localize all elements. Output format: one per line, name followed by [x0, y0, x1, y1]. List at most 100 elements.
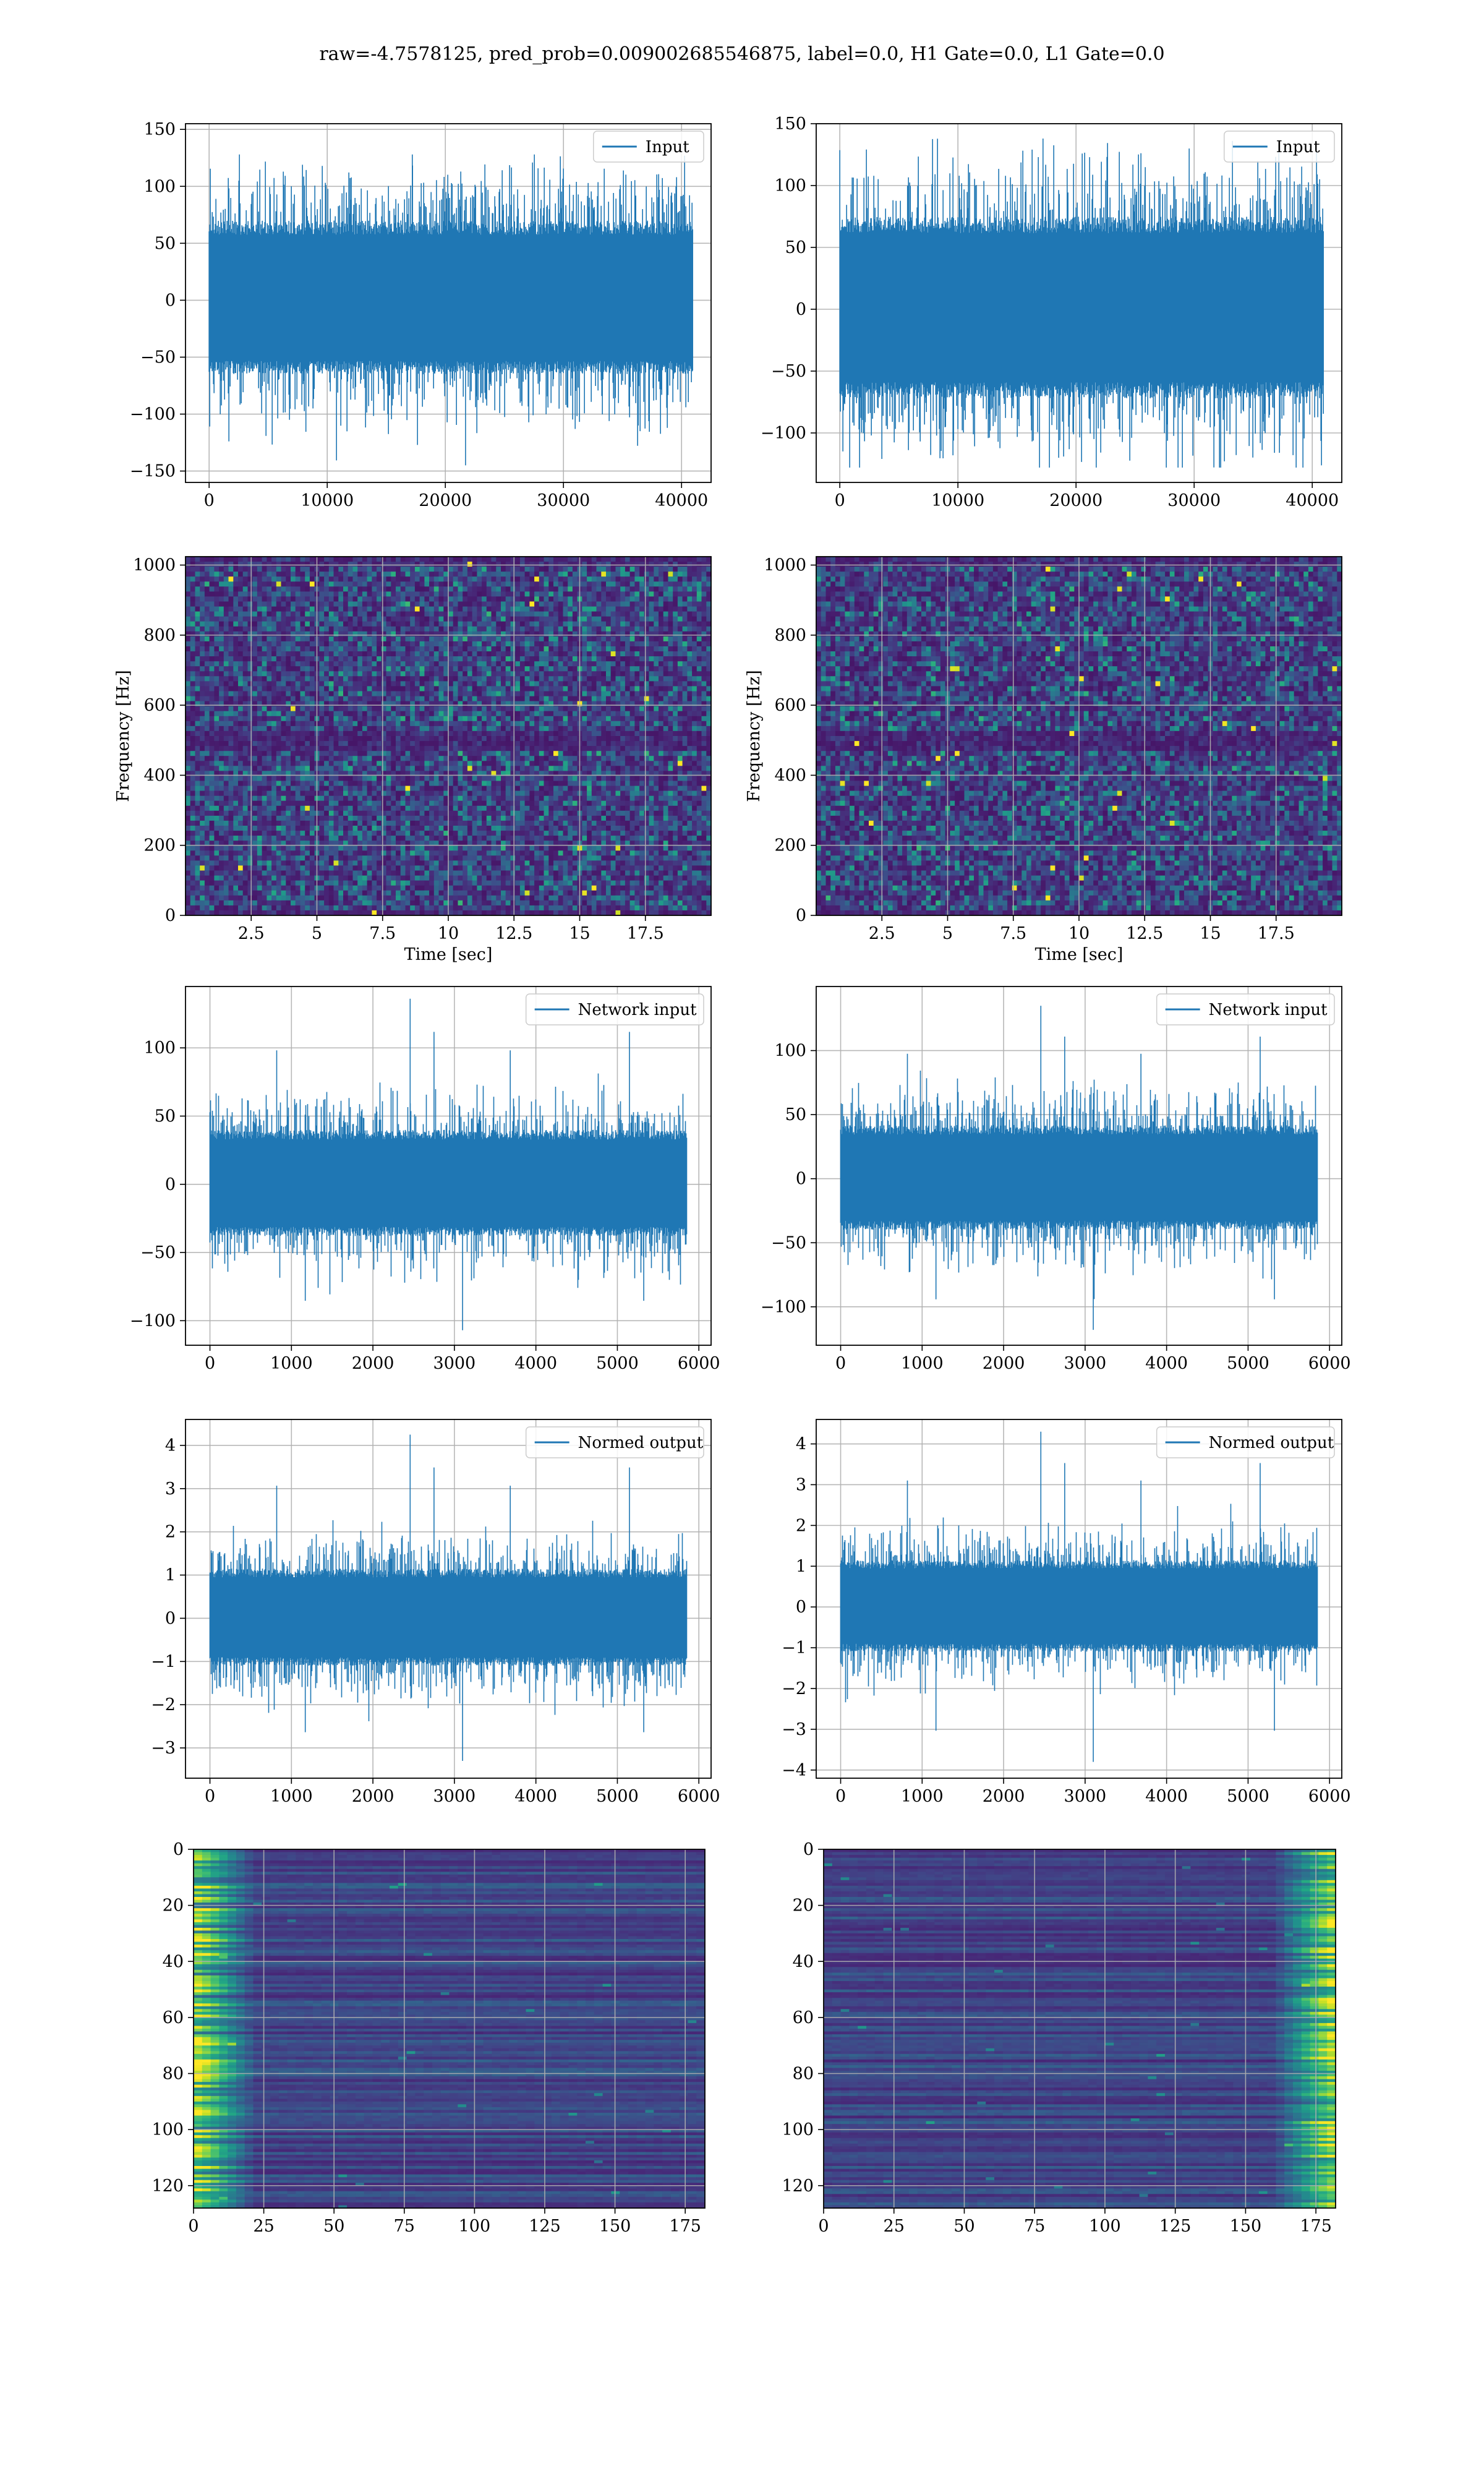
heatmap-cell	[362, 666, 367, 672]
heatmap-cell	[515, 571, 520, 577]
heatmap-cell	[606, 581, 611, 587]
heatmap-cell	[233, 581, 238, 587]
heatmap-cell	[702, 557, 707, 562]
heatmap-cell	[492, 617, 497, 622]
heatmap-cell	[190, 656, 195, 662]
heatmap-cell	[424, 681, 429, 687]
heatmap-cell	[673, 646, 678, 652]
heatmap-cell	[634, 646, 639, 652]
heatmap-cell	[424, 591, 429, 597]
heatmap-cell	[267, 691, 271, 697]
heatmap-cell	[529, 596, 534, 602]
heatmap-cell	[463, 562, 467, 567]
heatmap-cell	[190, 681, 195, 687]
heatmap-cell	[296, 557, 301, 562]
heatmap-cell	[448, 651, 453, 657]
heatmap-cell	[477, 656, 482, 662]
heatmap-cell	[697, 557, 702, 562]
heatmap-cell	[362, 607, 367, 612]
heatmap-cell	[229, 691, 234, 697]
heatmap-cell	[687, 612, 692, 617]
heatmap-cell	[406, 671, 411, 677]
heatmap-cell	[525, 622, 530, 627]
heatmap-cell	[611, 581, 616, 587]
heatmap-cell	[625, 696, 630, 702]
heatmap-cell	[401, 567, 406, 572]
heatmap-cell	[501, 661, 506, 667]
heatmap-cell	[477, 691, 482, 697]
heatmap-cell	[548, 581, 553, 587]
heatmap-cell	[529, 661, 534, 667]
heatmap-cell	[659, 567, 663, 572]
heatmap-cell	[367, 562, 372, 567]
heatmap-cell	[472, 612, 477, 617]
heatmap-cell	[606, 591, 611, 597]
heatmap-cell	[200, 661, 205, 667]
heatmap-cell	[625, 557, 630, 562]
heatmap-cell	[525, 661, 530, 667]
heatmap-cell	[453, 681, 458, 687]
heatmap-cell	[252, 607, 257, 612]
heatmap-cell	[492, 696, 497, 702]
heatmap-cell	[539, 586, 544, 592]
heatmap-cell	[496, 671, 501, 677]
heatmap-cell	[597, 671, 602, 677]
heatmap-cell	[592, 607, 597, 612]
heatmap-cell	[396, 656, 401, 662]
heatmap-cell	[353, 581, 358, 587]
heatmap-cell	[663, 602, 668, 607]
heatmap-cell	[687, 576, 692, 582]
heatmap-cell	[262, 627, 267, 632]
heatmap-cell	[616, 562, 621, 567]
heatmap-cell	[186, 622, 190, 627]
heatmap-cell	[195, 701, 200, 707]
heatmap-cell	[463, 581, 467, 587]
heatmap-cell	[544, 666, 549, 672]
heatmap-cell	[334, 612, 339, 617]
heatmap-cell	[544, 641, 549, 647]
heatmap-cell	[429, 651, 434, 657]
heatmap-cell	[520, 607, 525, 612]
heatmap-cell	[396, 627, 401, 632]
heatmap-cell	[229, 656, 234, 662]
heatmap-cell	[262, 671, 267, 677]
heatmap-cell	[568, 646, 573, 652]
heatmap-cell	[248, 681, 253, 687]
heatmap-cell	[219, 656, 224, 662]
heatmap-cell	[587, 656, 592, 662]
heatmap-cell	[477, 676, 482, 682]
heatmap-cell	[467, 671, 472, 677]
heatmap-cell	[248, 607, 253, 612]
heatmap-cell	[616, 617, 621, 622]
heatmap-cell	[229, 562, 234, 567]
heatmap-cell	[238, 651, 243, 657]
heatmap-cell	[582, 562, 587, 567]
heatmap-cell	[630, 571, 635, 577]
heatmap-cell	[214, 631, 219, 637]
heatmap-cell	[305, 602, 310, 607]
heatmap-cell	[372, 586, 377, 592]
heatmap-cell	[568, 557, 573, 562]
heatmap-cell	[334, 636, 339, 642]
heatmap-cell	[248, 557, 253, 562]
heatmap-cell	[301, 627, 305, 632]
heatmap-cell	[357, 646, 362, 652]
heatmap-cell	[210, 607, 215, 612]
heatmap-cell	[606, 656, 611, 662]
heatmap-cell	[501, 656, 506, 662]
heatmap-cell	[301, 591, 305, 597]
heatmap-cell	[262, 661, 267, 667]
heatmap-cell	[678, 581, 683, 587]
heatmap-cell	[539, 581, 544, 587]
heatmap-cell	[271, 701, 276, 707]
heatmap-cell	[525, 607, 530, 612]
heatmap-cell	[625, 612, 630, 617]
heatmap-cell	[463, 591, 467, 597]
heatmap-cell	[697, 646, 702, 652]
heatmap-cell	[592, 696, 597, 702]
heatmap-cell	[329, 627, 334, 632]
heatmap-cell	[439, 627, 444, 632]
heatmap-cell	[410, 686, 415, 691]
heatmap-cell	[429, 617, 434, 622]
heatmap-cell	[458, 641, 463, 647]
